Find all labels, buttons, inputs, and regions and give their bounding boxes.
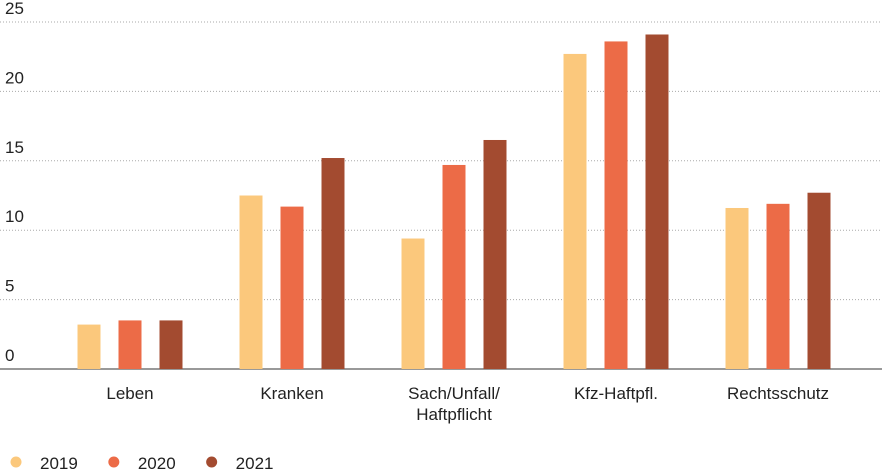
bar [725,207,749,369]
bar [483,139,507,369]
x-tick-label: Leben [106,384,154,403]
bar [442,164,466,369]
bar [645,34,669,369]
bar [321,158,345,369]
y-tick-label: 0 [5,346,14,365]
bar [807,192,831,369]
y-tick-label: 5 [5,277,14,296]
x-tick-label: Kfz-Haftpfl. [573,384,659,403]
bar [118,320,142,369]
x-tick-label: Kranken [260,384,324,403]
y-tick-label: 25 [5,0,24,18]
bar [604,41,628,369]
bar [280,206,304,369]
x-tick-label: Sach/Unfall/ Haftpflicht [408,384,500,424]
bar [239,195,263,369]
legend-label: 2021 [236,454,274,470]
y-tick-label: 20 [5,68,24,87]
bar [766,203,790,369]
legend-label: 2020 [138,454,176,470]
bar [159,320,183,369]
legend-swatch [108,456,120,468]
y-tick-label: 10 [5,207,24,226]
legend-swatch [10,456,22,468]
x-tick-label: Rechtsschutz [726,384,830,403]
y-tick-label: 15 [5,138,24,157]
legend-label: 2019 [40,454,78,470]
bar [563,53,587,369]
bar [401,238,425,369]
legend-swatch [206,456,218,468]
bar [77,324,101,369]
